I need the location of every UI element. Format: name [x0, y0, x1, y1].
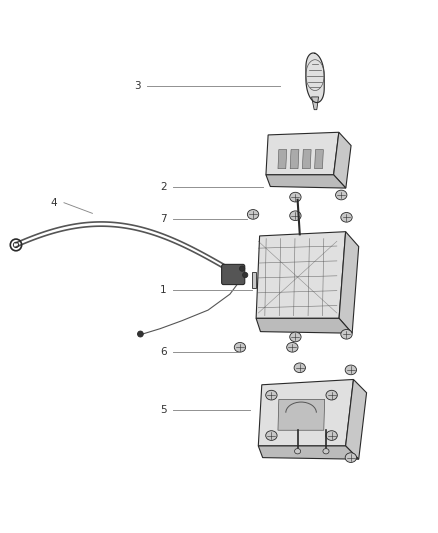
Ellipse shape [326, 390, 337, 400]
Ellipse shape [290, 211, 301, 221]
Ellipse shape [345, 365, 357, 375]
Text: 3: 3 [134, 81, 141, 91]
Ellipse shape [336, 190, 347, 200]
Polygon shape [306, 53, 324, 102]
Ellipse shape [294, 449, 300, 454]
FancyBboxPatch shape [222, 264, 245, 285]
Ellipse shape [243, 272, 248, 278]
Ellipse shape [341, 329, 352, 339]
Polygon shape [266, 175, 346, 188]
Polygon shape [339, 232, 359, 333]
Ellipse shape [326, 431, 337, 440]
Ellipse shape [138, 331, 143, 337]
Polygon shape [258, 379, 353, 446]
Polygon shape [278, 399, 325, 430]
Ellipse shape [294, 363, 305, 373]
Text: 2: 2 [160, 182, 166, 192]
Ellipse shape [240, 266, 245, 271]
Ellipse shape [266, 431, 277, 440]
Polygon shape [290, 150, 299, 168]
Polygon shape [258, 446, 359, 459]
Ellipse shape [323, 449, 329, 454]
Ellipse shape [345, 453, 357, 463]
Text: 5: 5 [160, 405, 166, 415]
Text: 7: 7 [160, 214, 166, 224]
Text: 4: 4 [51, 198, 57, 208]
Ellipse shape [287, 343, 298, 352]
Polygon shape [278, 150, 287, 168]
Polygon shape [334, 132, 351, 188]
Polygon shape [256, 318, 352, 333]
Ellipse shape [234, 343, 246, 352]
Polygon shape [256, 232, 346, 318]
Polygon shape [314, 150, 323, 168]
Ellipse shape [247, 209, 259, 219]
Ellipse shape [290, 332, 301, 342]
Ellipse shape [341, 213, 352, 222]
Ellipse shape [266, 390, 277, 400]
Polygon shape [252, 272, 256, 288]
Text: 1: 1 [160, 286, 166, 295]
Polygon shape [311, 97, 318, 110]
Polygon shape [266, 132, 339, 175]
Ellipse shape [290, 192, 301, 202]
Text: 6: 6 [160, 346, 166, 357]
Polygon shape [346, 379, 367, 459]
Polygon shape [302, 150, 311, 168]
